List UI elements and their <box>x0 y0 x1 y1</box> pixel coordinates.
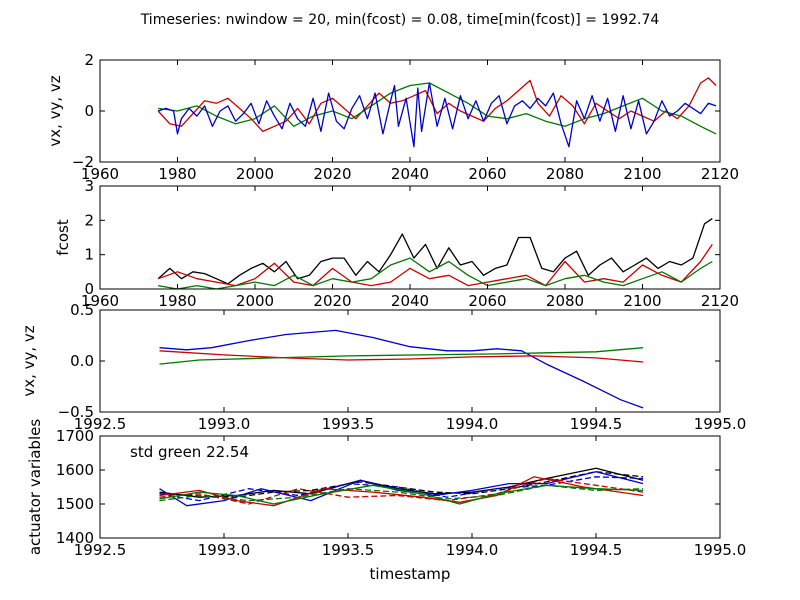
x-tick-label: 1992.5 <box>74 541 127 559</box>
x-tick-label: 2040 <box>391 165 429 183</box>
y-axis-label: vx, vy, vz <box>46 75 64 146</box>
series-line-2 <box>159 347 644 365</box>
x-tick-label: 1993.5 <box>322 415 375 433</box>
y-tick-label: 1700 <box>56 427 94 445</box>
series-group <box>157 218 713 289</box>
series-line-2 <box>159 471 644 507</box>
x-tick-label: 2060 <box>468 292 506 310</box>
series-line-4 <box>159 476 644 507</box>
series-line-2 <box>157 257 713 289</box>
x-tick-label: 1980 <box>158 165 196 183</box>
x-tick-label: 1994.0 <box>446 415 499 433</box>
x-tick-label: 1960 <box>81 292 119 310</box>
x-tick-label: 2100 <box>623 292 661 310</box>
panel-vel-short: 1992.5 1993.0 1993.5 1994.0 1994.5 1995.0 −0.5… <box>20 301 746 433</box>
y-tick-label: 1 <box>84 246 94 264</box>
y-tick-label: −2 <box>72 153 94 171</box>
y-tick-label: 1500 <box>56 495 94 513</box>
x-tick-label: 1995.0 <box>694 541 747 559</box>
series-line-2 <box>157 82 717 148</box>
series-line-0 <box>157 77 717 133</box>
series-line-1 <box>159 350 644 363</box>
x-tick-label: 1993.0 <box>198 541 251 559</box>
x-tick-label: 1980 <box>158 292 196 310</box>
x-tick-label: 2060 <box>468 165 506 183</box>
panel-actuators-short: 1992.5 1993.0 1993.5 1994.0 1994.5 1995.0 1400… <box>26 419 746 583</box>
series-line-0 <box>157 218 713 285</box>
y-tick-label: 2 <box>84 51 94 69</box>
y-axis-label: actuator variables <box>26 419 44 556</box>
x-axis-label: timestamp <box>370 565 451 583</box>
panel-vel-long: 1960 1980 2000 2020 2040 2060 2080 2100 2120 −2 0 2… <box>46 51 739 183</box>
x-tick-label: 2000 <box>236 292 274 310</box>
axes-frame <box>99 435 721 539</box>
y-axis-label: vx, vy, vz <box>20 325 38 396</box>
x-tick-label: 2000 <box>236 165 274 183</box>
y-tick-label: 0.5 <box>70 301 94 319</box>
series-group <box>159 329 644 409</box>
y-tick-label: 0.0 <box>70 352 94 370</box>
axes-frame <box>99 185 721 290</box>
std-annotation: std green 22.54 <box>130 443 249 461</box>
series-line-5 <box>159 477 644 505</box>
x-tick-label: 2040 <box>391 292 429 310</box>
x-tick-label: 2020 <box>313 165 351 183</box>
series-line-0 <box>159 329 644 409</box>
x-tick-label: 2120 <box>701 165 739 183</box>
y-tick-label: 3 <box>84 177 94 195</box>
x-tick-label: 1992.5 <box>74 415 127 433</box>
x-tick-label: 1994.0 <box>446 541 499 559</box>
x-tick-label: 2100 <box>623 165 661 183</box>
x-tick-label: 1960 <box>81 165 119 183</box>
y-tick-label: 1400 <box>56 529 94 547</box>
y-tick-label: 1600 <box>56 461 94 479</box>
y-tick-label: 0 <box>84 102 94 120</box>
y-tick-label: 0 <box>84 280 94 298</box>
series-group <box>159 467 644 507</box>
y-axis-label: fcost <box>54 219 72 256</box>
figure-title: Timeseries: nwindow = 20, min(fcost) = 0… <box>140 12 660 28</box>
x-tick-label: 2120 <box>701 292 739 310</box>
y-tick-label: 2 <box>84 211 94 229</box>
series-line-7 <box>159 484 644 502</box>
x-tick-label: 1995.0 <box>694 415 747 433</box>
x-tick-label: 2080 <box>546 165 584 183</box>
series-line-1 <box>157 244 713 287</box>
x-tick-label: 2020 <box>313 292 351 310</box>
series-group <box>157 77 717 148</box>
x-tick-label: 1993.0 <box>198 415 251 433</box>
x-tick-label: 1994.5 <box>570 541 623 559</box>
panel-fcost-long: 1960 1980 2000 2020 2040 2060 2080 2100 2120 0 1 2 3… <box>54 177 739 310</box>
x-tick-label: 1994.5 <box>570 415 623 433</box>
x-tick-label: 2080 <box>546 292 584 310</box>
x-tick-label: 1993.5 <box>322 541 375 559</box>
series-line-1 <box>158 82 717 135</box>
y-tick-label: −0.5 <box>58 403 94 421</box>
